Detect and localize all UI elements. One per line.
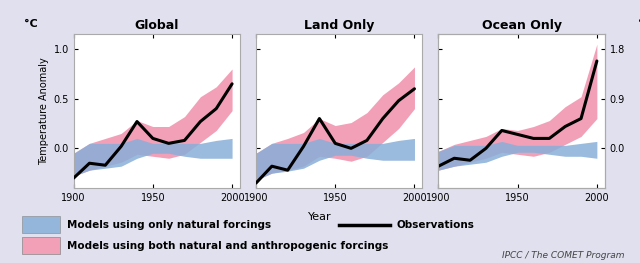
Y-axis label: Temperature Anomaly: Temperature Anomaly [39, 57, 49, 165]
Text: °F: °F [638, 19, 640, 29]
Title: Global: Global [134, 19, 179, 32]
Text: °C: °C [24, 19, 37, 29]
Text: Observations: Observations [397, 220, 475, 230]
Text: IPCC / The COMET Program: IPCC / The COMET Program [502, 251, 624, 260]
Text: Models using only natural forcings: Models using only natural forcings [67, 220, 271, 230]
Text: Models using both natural and anthropogenic forcings: Models using both natural and anthropoge… [67, 241, 388, 251]
Title: Ocean Only: Ocean Only [482, 19, 562, 32]
Text: Year: Year [308, 212, 332, 222]
Title: Land Only: Land Only [304, 19, 374, 32]
